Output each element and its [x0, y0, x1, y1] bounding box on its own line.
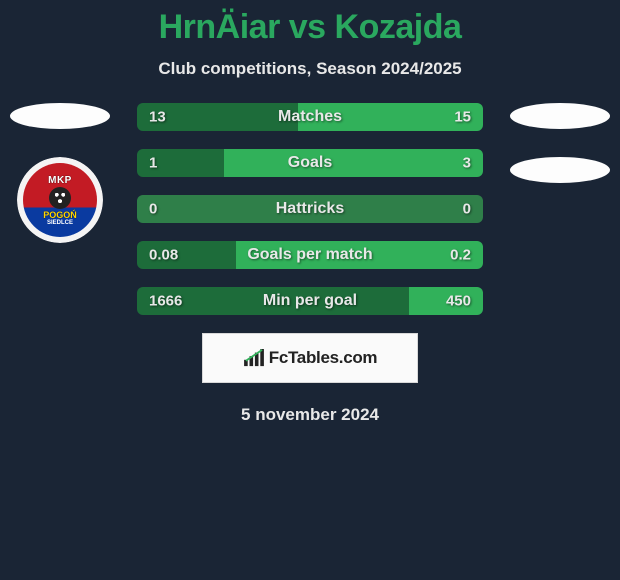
soccer-ball-icon — [49, 187, 71, 209]
bar-chart-icon — [243, 349, 265, 367]
right-player-placeholder — [510, 103, 610, 129]
stat-bar-row: 0Hattricks0 — [137, 195, 483, 223]
stat-bars: 13Matches15 1Goals3 0Hattricks0 0.08Goals p… — [137, 103, 483, 315]
stat-bar-row: 13Matches15 — [137, 103, 483, 131]
stat-bar-left — [137, 195, 310, 223]
stat-bar-right — [224, 149, 484, 177]
stat-bar-right — [236, 241, 483, 269]
stat-bar-left — [137, 149, 224, 177]
date-line: 5 november 2024 — [0, 405, 620, 425]
stat-bar-right — [310, 195, 483, 223]
right-club-placeholder — [510, 157, 610, 183]
badge-text-top: MKP — [48, 175, 72, 186]
stat-bar-right — [409, 287, 483, 315]
brand-box: FcTables.com — [202, 333, 418, 383]
stat-bar-row: 1Goals3 — [137, 149, 483, 177]
left-avatar-column: MKP POGOŃ SIEDLCE — [10, 103, 110, 243]
comparison-body: MKP POGOŃ SIEDLCE 13Matches15 1Goals3 0Hat… — [0, 103, 620, 425]
right-avatar-column — [510, 103, 610, 211]
badge-text-mid: POGOŃ — [43, 210, 77, 220]
stat-bar-left — [137, 241, 236, 269]
left-club-badge: MKP POGOŃ SIEDLCE — [17, 157, 103, 243]
left-player-placeholder — [10, 103, 110, 129]
comparison-title: HrnÄiar vs Kozajda — [0, 0, 620, 47]
comparison-subtitle: Club competitions, Season 2024/2025 — [0, 59, 620, 79]
brand-text: FcTables.com — [269, 348, 378, 368]
badge-text-bottom: SIEDLCE — [47, 220, 73, 226]
stat-bar-row: 0.08Goals per match0.2 — [137, 241, 483, 269]
stat-bar-left — [137, 103, 298, 131]
stat-bar-row: 1666Min per goal450 — [137, 287, 483, 315]
stat-bar-left — [137, 287, 409, 315]
stat-bar-right — [298, 103, 483, 131]
